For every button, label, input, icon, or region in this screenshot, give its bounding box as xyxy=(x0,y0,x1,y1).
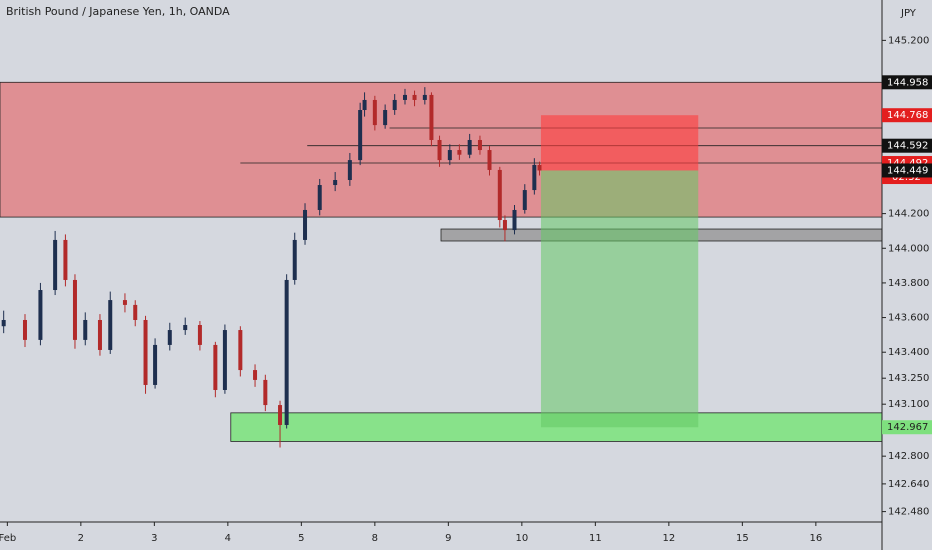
candle-body xyxy=(83,319,88,340)
x-tick-label: 15 xyxy=(736,533,749,544)
y-tick-label: 142.640 xyxy=(888,479,929,490)
x-tick-label: 10 xyxy=(515,533,528,544)
candle-body xyxy=(422,94,427,100)
price-label-box xyxy=(882,138,932,153)
chart-title: British Pound / Japanese Yen, 1h, OANDA xyxy=(6,5,230,18)
price-label: 144.449 xyxy=(887,165,928,176)
candle-body xyxy=(263,379,268,406)
candle-body xyxy=(183,325,188,331)
target-box xyxy=(540,170,699,428)
candle-body xyxy=(222,330,227,390)
price-label: 142.967 xyxy=(887,422,928,433)
candle-body xyxy=(502,220,507,231)
candle-body xyxy=(122,300,127,305)
candle-body xyxy=(358,110,363,161)
candle-body xyxy=(522,190,527,210)
price-label-box xyxy=(882,108,932,123)
x-tick-label: Feb xyxy=(0,533,16,544)
candle-body xyxy=(487,150,492,170)
y-tick-label: 143.600 xyxy=(888,313,929,324)
y-tick-label: 144.200 xyxy=(888,209,929,220)
candle-body xyxy=(22,319,27,340)
x-tick-label: 8 xyxy=(372,533,378,544)
candle-body xyxy=(532,164,537,191)
candle-body xyxy=(392,99,397,111)
y-tick-label: 145.200 xyxy=(888,35,929,46)
candle-body xyxy=(97,319,102,350)
candle-body xyxy=(412,94,417,100)
candle-body xyxy=(197,325,202,345)
candle-body xyxy=(284,279,289,425)
y-tick-label: 142.800 xyxy=(888,451,929,462)
y-tick-label: 143.100 xyxy=(888,399,929,410)
plot-area xyxy=(0,81,883,448)
candle-body xyxy=(303,209,308,240)
candle-body xyxy=(317,185,322,210)
candle-body xyxy=(372,99,377,126)
candle-body xyxy=(153,344,158,385)
x-tick-label: 9 xyxy=(445,533,451,544)
candle-body xyxy=(497,169,502,221)
price-label-box xyxy=(882,420,932,435)
candle-body xyxy=(143,319,148,385)
candle-body xyxy=(292,239,297,280)
candle-body xyxy=(512,209,517,231)
candle-body xyxy=(167,330,172,345)
candle-body xyxy=(63,239,68,280)
x-tick-label: 11 xyxy=(589,533,602,544)
candle-body xyxy=(213,344,218,390)
candle-body xyxy=(72,279,77,340)
x-tick-label: 3 xyxy=(151,533,157,544)
price-label: 144.592 xyxy=(887,141,928,152)
x-tick-label: 2 xyxy=(78,533,84,544)
y-tick-label: 144.000 xyxy=(888,243,929,254)
price-label: 144.958 xyxy=(887,77,928,88)
currency-label: JPY xyxy=(900,8,917,19)
y-tick-label: 142.480 xyxy=(888,507,929,518)
stop-box xyxy=(540,115,699,171)
candle-body xyxy=(53,239,58,291)
candle-body xyxy=(437,139,442,161)
x-tick-label: 12 xyxy=(662,533,675,544)
candle-body xyxy=(333,180,338,186)
candle-body xyxy=(253,370,258,380)
candle-body xyxy=(477,139,482,151)
x-tick-label: 4 xyxy=(225,533,231,544)
candle-body xyxy=(133,304,138,320)
candle-body xyxy=(347,160,352,181)
price-label: 144.768 xyxy=(887,110,928,121)
candle-body xyxy=(1,319,6,327)
candle-body xyxy=(537,164,542,171)
candle-body xyxy=(429,94,434,140)
countdown: 02:32 xyxy=(892,172,921,183)
candle-body xyxy=(108,300,113,350)
candle-body xyxy=(402,94,407,100)
candle-body xyxy=(457,150,462,155)
candle-body xyxy=(467,139,472,155)
y-tick-label: 143.800 xyxy=(888,278,929,289)
candle-body xyxy=(238,330,243,371)
price-label-box xyxy=(882,163,932,178)
candle-body xyxy=(38,290,43,340)
y-tick-label: 143.250 xyxy=(888,373,929,384)
x-tick-label: 16 xyxy=(809,533,822,544)
candle-body xyxy=(362,99,367,111)
y-tick-label: 143.400 xyxy=(888,347,929,358)
x-tick-label: 5 xyxy=(298,533,304,544)
candle-body xyxy=(447,150,452,161)
candle-body xyxy=(383,110,388,126)
price-label-box xyxy=(882,75,932,90)
candle-body xyxy=(278,405,283,425)
